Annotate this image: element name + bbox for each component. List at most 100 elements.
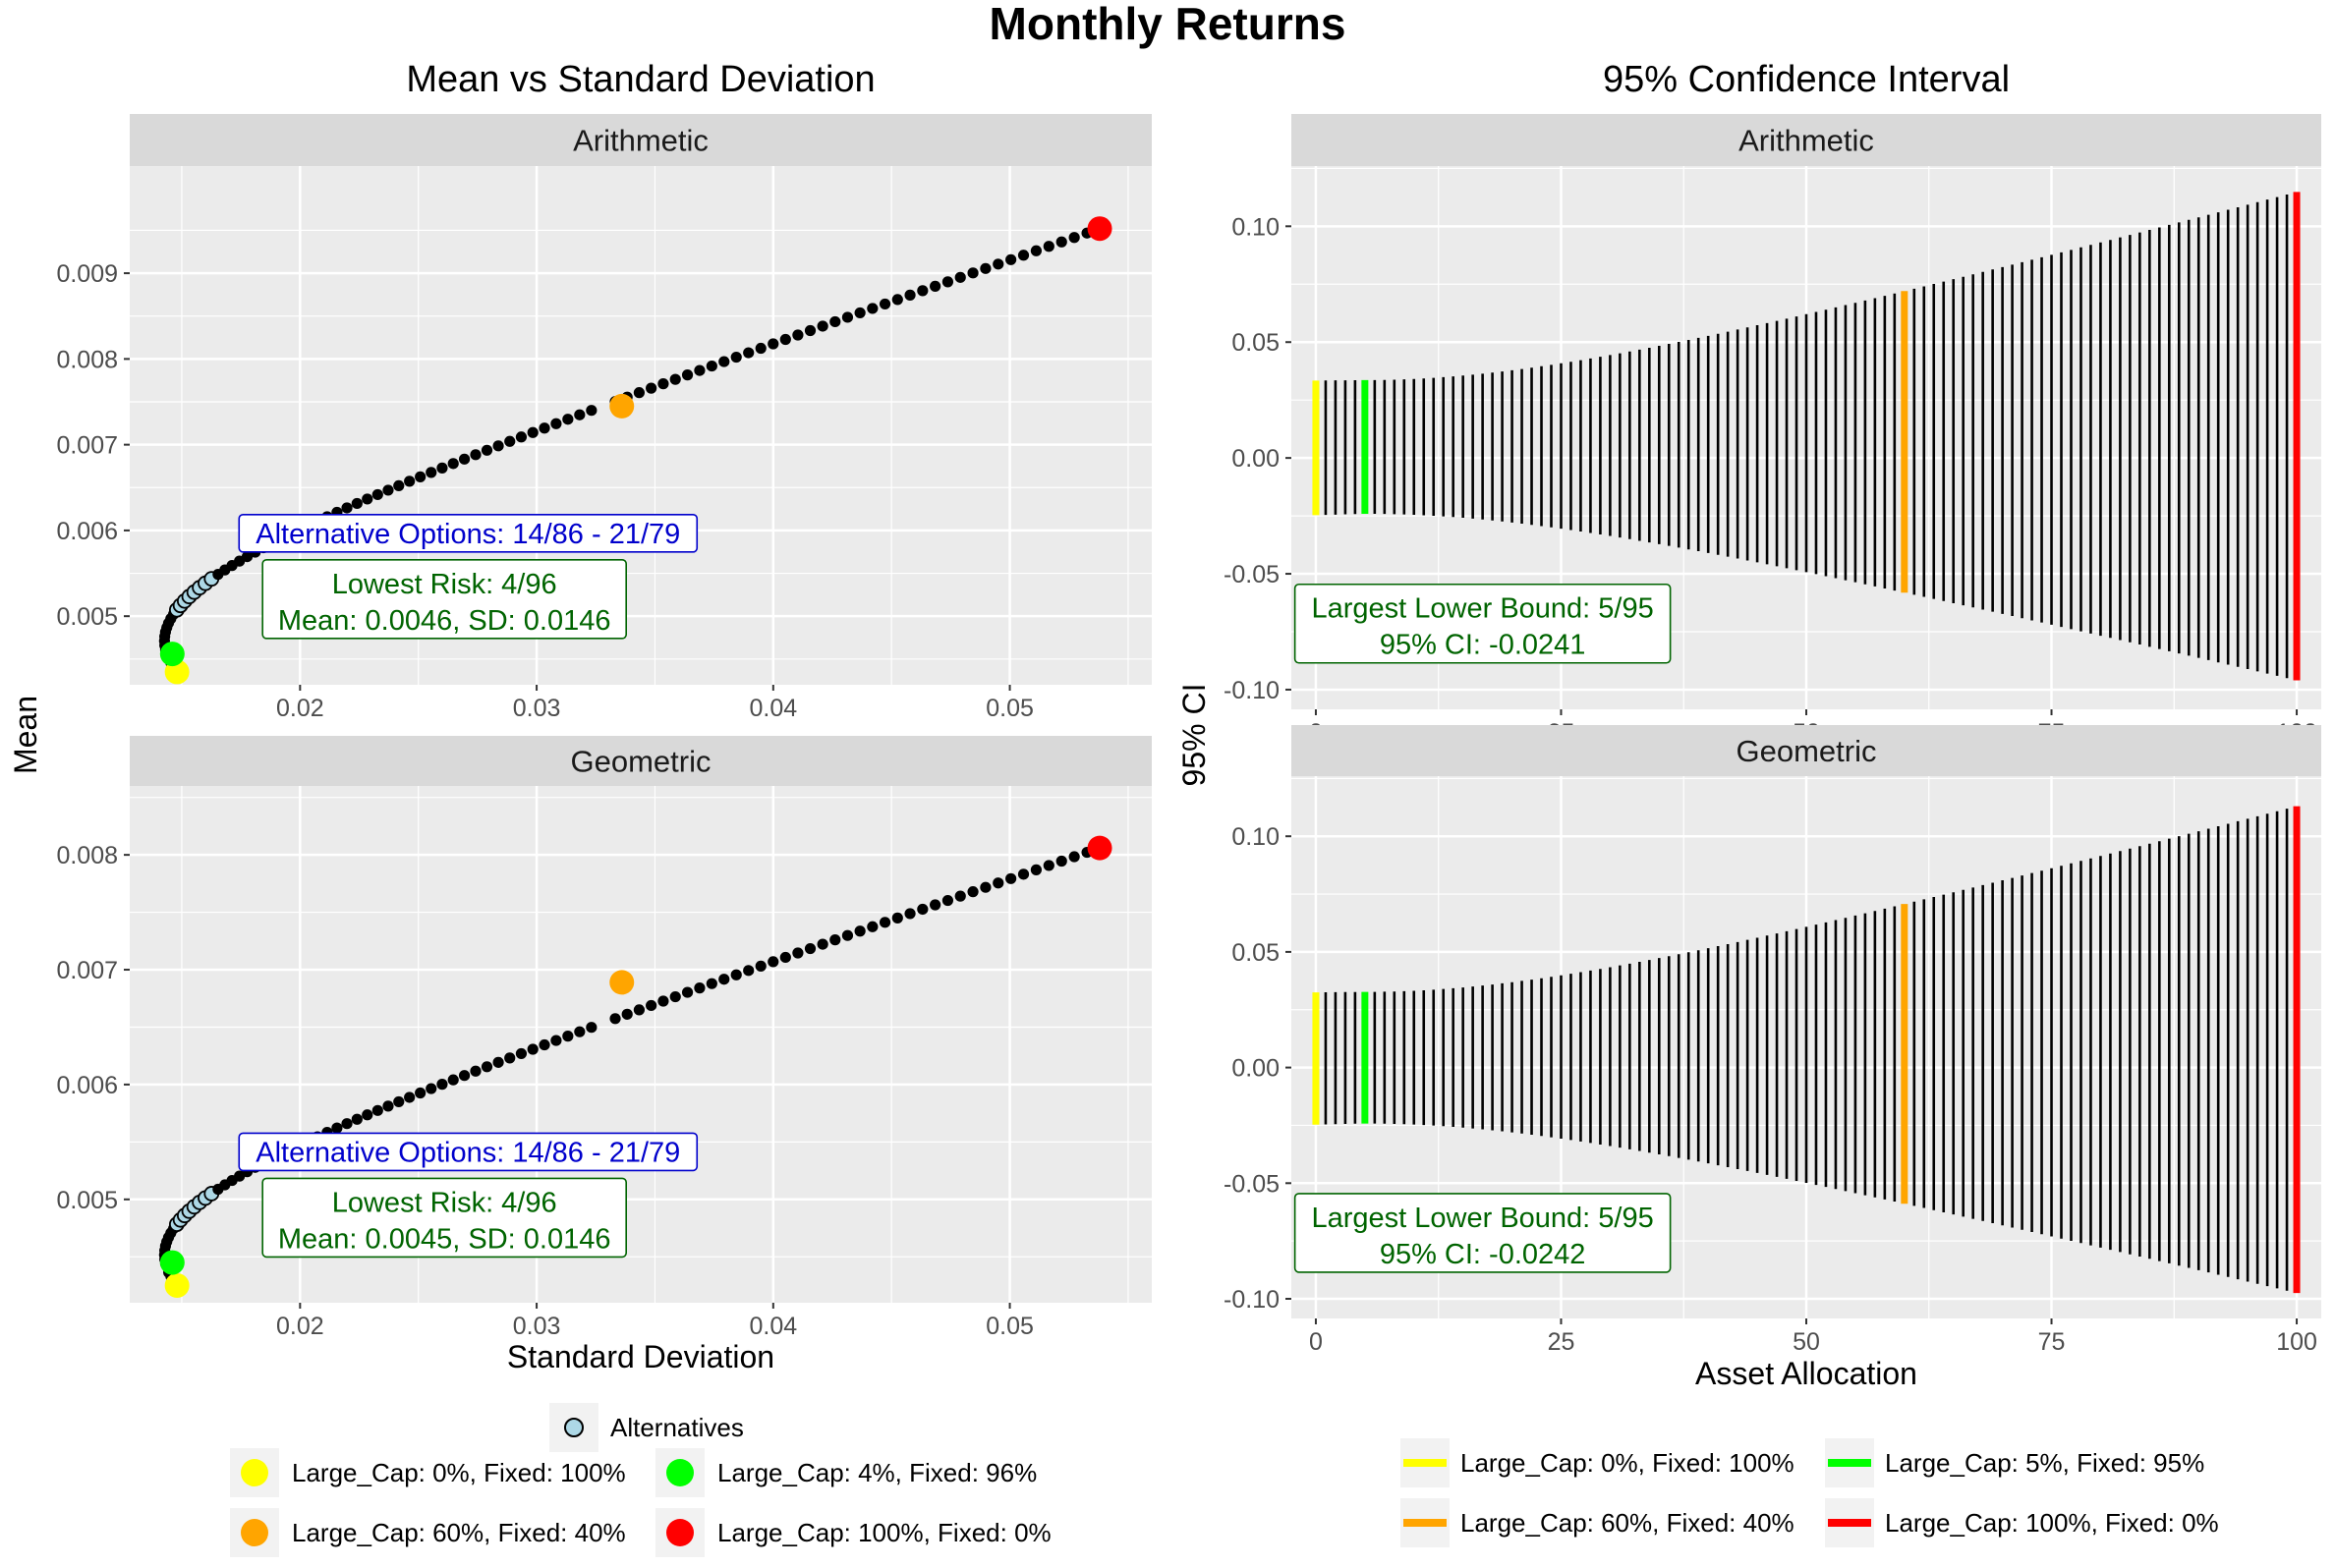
data-point (393, 479, 405, 492)
facet-strip-label: Geometric (1737, 734, 1877, 768)
data-point (954, 271, 966, 283)
y-tick-label: 0.008 (56, 842, 118, 869)
data-point (706, 360, 717, 372)
x-tick-label: 0.04 (749, 1313, 797, 1340)
data-point (768, 338, 779, 350)
data-point (341, 502, 353, 514)
data-point (804, 942, 817, 955)
data-point (891, 294, 903, 306)
data-point (904, 908, 916, 920)
data-point (1005, 872, 1017, 884)
highlight-point (609, 970, 635, 995)
data-point (436, 462, 448, 474)
highlight-point (159, 1250, 185, 1275)
x-tick-label: 25 (1548, 1328, 1575, 1356)
data-point (879, 298, 891, 310)
x-tick-label: 75 (2038, 1328, 2066, 1356)
right-subtitle: 95% Confidence Interval (1603, 59, 2010, 100)
data-point (706, 978, 717, 989)
data-point (415, 1087, 427, 1099)
data-point (633, 387, 645, 399)
y-tick-label: -0.10 (1224, 1286, 1280, 1314)
data-point (371, 488, 383, 501)
data-point (657, 378, 669, 390)
legend-label-large100: Large_Cap: 100%, Fixed: 0% (717, 1518, 1052, 1547)
data-point (718, 974, 730, 985)
data-point (341, 1118, 353, 1130)
data-point (779, 333, 791, 346)
y-tick-label: 0.007 (56, 432, 118, 460)
x-tick-label: 0.05 (986, 1313, 1034, 1340)
y-tick-label: 0.009 (56, 260, 118, 288)
data-point (382, 484, 394, 496)
data-point (504, 1052, 516, 1064)
legend-large60-point (241, 1519, 268, 1546)
data-point (351, 497, 363, 510)
legend-alternatives-point (564, 1418, 584, 1437)
data-point (550, 1035, 562, 1046)
lower-bound-box (1293, 1193, 1672, 1273)
scatter-panel-geometric: Geometric 0.02 0.03 0.04 0.05 0.005 0.006 0.007… (56, 736, 1152, 1340)
legend-label-min-risk: Large_Cap: 4%, Fixed: 96% (717, 1458, 1037, 1487)
data-point (669, 373, 681, 385)
scatter-panel-arithmetic: Arithmetic 0.02 0.03 0.04 0.05 0.005 0.006 0.00… (56, 114, 1152, 722)
data-point (646, 999, 657, 1012)
ci-panel-arithmetic: Arithmetic0255075100-0.10-0.050.000.050.… (1224, 114, 2321, 747)
data-point (694, 364, 706, 376)
legend-label-large60: Large_Cap: 60%, Fixed: 40% (292, 1518, 626, 1547)
data-point (993, 877, 1004, 889)
data-point (743, 347, 755, 359)
data-point (481, 444, 493, 456)
data-point (694, 982, 706, 994)
data-point (730, 351, 742, 364)
data-point (426, 467, 437, 478)
data-point (867, 303, 879, 314)
lower-bound-label: Largest Lower Bound: 5/95 (1312, 1203, 1654, 1234)
lowest-risk-stats: Mean: 0.0045, SD: 0.0146 (278, 1223, 611, 1255)
y-tick-label: 0.10 (1231, 823, 1280, 851)
highlight-point (1087, 216, 1112, 242)
data-point (917, 285, 929, 297)
facet-strip-label: Geometric (571, 745, 712, 779)
data-point (382, 1100, 394, 1112)
data-point (527, 1043, 539, 1055)
data-point (792, 329, 804, 341)
y-tick-label: 0.006 (56, 1072, 118, 1099)
left-subtitle: Mean vs Standard Deviation (406, 59, 875, 100)
y-tick-label: 0.005 (56, 603, 118, 631)
data-point (481, 1061, 493, 1073)
right-y-axis-title: 95% CI (1176, 684, 1212, 787)
data-point (817, 938, 828, 950)
data-point (980, 262, 992, 274)
y-tick-label: 0.007 (56, 957, 118, 984)
lower-bound-box (1293, 583, 1672, 664)
data-point (768, 956, 779, 968)
data-point (743, 965, 755, 977)
left-legend: Alternatives Large_Cap: 0%, Fixed: 100% … (230, 1403, 1052, 1557)
data-point (891, 912, 903, 924)
data-point (930, 899, 941, 911)
lowest-risk-label: Lowest Risk: 4/96 (332, 569, 557, 600)
legend-ci-label-large0: Large_Cap: 0%, Fixed: 100% (1460, 1448, 1794, 1478)
data-point (1017, 868, 1030, 880)
alternatives-label-box (238, 514, 699, 553)
data-point (1055, 855, 1067, 868)
x-tick-label: 100 (2276, 1328, 2317, 1356)
data-point (829, 315, 841, 328)
x-tick-label: 0.03 (513, 695, 561, 722)
data-point (447, 458, 459, 470)
data-point (426, 1083, 437, 1094)
facet-strip-label: Arithmetic (573, 124, 709, 158)
data-point (993, 258, 1004, 270)
data-point (609, 1013, 621, 1025)
data-point (841, 929, 854, 941)
y-tick-label: 0.05 (1231, 939, 1280, 967)
data-point (574, 1026, 586, 1037)
data-point (657, 995, 669, 1007)
data-point (550, 418, 562, 429)
data-point (436, 1079, 448, 1091)
right-x-axis-title: Asset Allocation (1695, 1356, 1917, 1391)
data-point (980, 881, 992, 893)
legend-label-alternatives: Alternatives (610, 1413, 744, 1442)
